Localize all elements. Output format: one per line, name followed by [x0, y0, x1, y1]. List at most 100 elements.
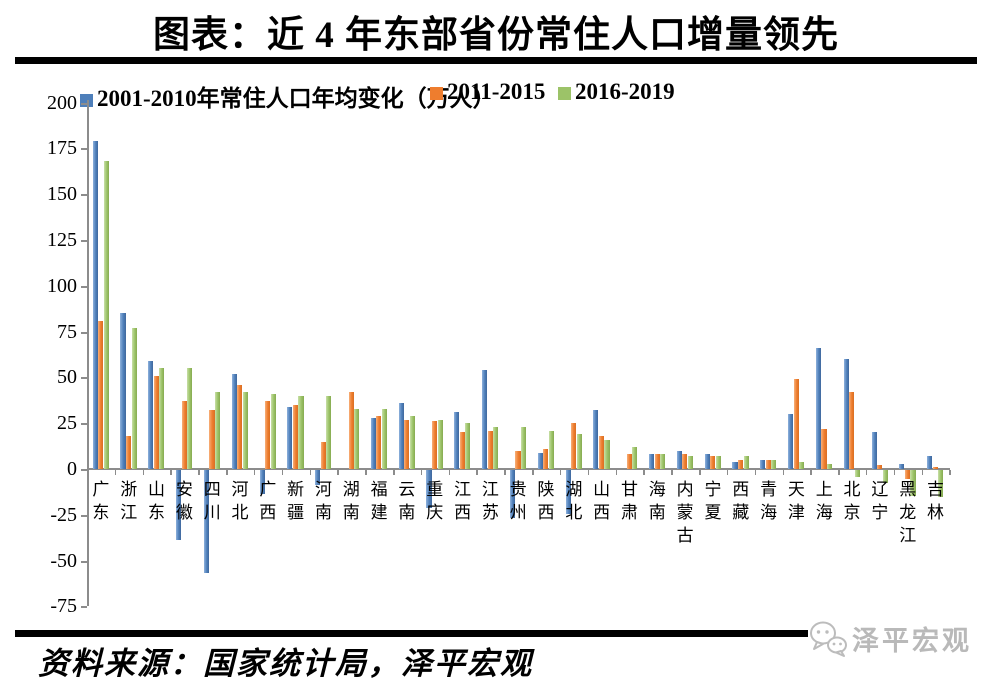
- y-axis-tick-label: 25: [57, 412, 77, 435]
- bar-山东-1: [148, 360, 154, 469]
- bar-浙江-2: [125, 436, 132, 469]
- bar-宁夏-1: [704, 454, 710, 469]
- x-axis-tick: [87, 470, 89, 475]
- x-axis-tick: [949, 470, 951, 475]
- bar-贵州-3: [521, 426, 527, 469]
- bar-青海-2: [765, 459, 771, 469]
- x-axis-category-label: 四 川: [203, 480, 221, 522]
- bar-内蒙古-3: [687, 456, 694, 469]
- x-axis-category-label: 安 徽: [175, 480, 193, 522]
- bar-江苏-2: [487, 430, 493, 469]
- x-axis-tick: [782, 470, 784, 475]
- bar-天津-1: [788, 414, 794, 469]
- x-axis-line: [87, 468, 950, 470]
- x-axis-tick: [559, 470, 562, 475]
- x-axis-category-label: 海 南: [648, 480, 666, 522]
- legend-item-2: 2011-2015: [430, 79, 545, 105]
- bar-天津-3: [799, 461, 805, 469]
- y-axis-tick-label: 125: [47, 229, 77, 251]
- x-axis-category-label: 北 京: [843, 480, 861, 522]
- bar-海南-1: [649, 454, 655, 469]
- bar-山西-2: [598, 436, 604, 469]
- bar-广西-3: [270, 393, 276, 469]
- x-axis-category-label: 上 海: [815, 480, 833, 522]
- bar-西藏-2: [738, 459, 744, 469]
- bar-辽宁-1: [871, 432, 877, 469]
- x-axis-category-label: 陕 西: [537, 480, 555, 522]
- bar-安徽-2: [181, 401, 187, 469]
- x-axis-category-label: 广 西: [259, 480, 277, 522]
- x-axis-tick: [615, 470, 618, 475]
- x-axis-tick: [448, 470, 451, 475]
- bar-安徽-1: [176, 470, 182, 540]
- bar-青海-3: [771, 459, 777, 469]
- legend-swatch-icon: [558, 87, 571, 100]
- legend-label: 2001-2010年常住人口年均变化（万人）: [97, 86, 496, 111]
- bar-海南-3: [660, 454, 666, 469]
- y-axis-tick-label: -75: [50, 595, 77, 618]
- x-axis-tick: [253, 470, 256, 475]
- bar-青海-1: [760, 459, 766, 469]
- x-axis-tick: [893, 470, 896, 475]
- bar-河南-1: [315, 470, 321, 485]
- watermark: 泽平宏观: [808, 617, 986, 660]
- x-axis-category-label: 江 西: [454, 480, 472, 522]
- x-axis-tick: [587, 470, 590, 475]
- x-axis-category-label: 湖 南: [342, 480, 360, 522]
- y-axis-tick-label: 0: [67, 458, 77, 480]
- chart-title: 图表：近 4 年东部省份常住人口增量领先: [153, 15, 839, 56]
- bar-山西-3: [604, 439, 610, 469]
- bar-江苏-3: [493, 426, 499, 469]
- bar-陕西-3: [548, 430, 554, 469]
- bar-浙江-1: [120, 313, 126, 469]
- bar-重庆-1: [426, 470, 432, 509]
- x-axis-tick: [504, 470, 506, 475]
- bar-河北-2: [237, 384, 243, 469]
- x-axis-tick: [838, 470, 840, 475]
- bar-黑龙江-2: [904, 470, 911, 480]
- legend-label: 2011-2015: [447, 79, 546, 104]
- y-axis-tick: [81, 240, 87, 242]
- y-axis-line: [87, 99, 89, 607]
- bar-甘肃-2: [626, 454, 632, 469]
- x-axis-tick: [921, 470, 924, 475]
- x-axis-tick: [365, 470, 367, 475]
- bar-天津-2: [793, 379, 799, 469]
- x-axis-category-label: 内 蒙 古: [676, 480, 694, 545]
- bar-内蒙古-1: [676, 450, 682, 469]
- bar-宁夏-3: [715, 456, 721, 469]
- bar-辽宁-2: [877, 465, 883, 469]
- x-axis-category-label: 江 苏: [481, 480, 499, 522]
- x-axis-category-label: 广 东: [92, 480, 110, 522]
- bar-福建-3: [381, 408, 387, 469]
- bar-湖北-2: [571, 423, 577, 469]
- x-axis-tick: [726, 470, 729, 475]
- x-axis-tick: [532, 470, 534, 475]
- y-axis-tick-label: -50: [50, 549, 77, 572]
- bar-河南-3: [326, 395, 332, 469]
- y-axis-tick: [81, 331, 87, 334]
- bar-山东-2: [153, 375, 159, 469]
- y-axis-tick-label: 175: [47, 137, 77, 160]
- y-axis-tick: [81, 377, 87, 380]
- x-axis-category-label: 河 北: [231, 480, 249, 522]
- bar-山西-1: [593, 410, 599, 469]
- y-axis-tick-label: 150: [47, 183, 77, 206]
- x-axis-tick: [671, 470, 673, 475]
- x-axis-tick: [476, 470, 478, 475]
- bar-甘肃-3: [632, 447, 638, 469]
- y-axis-tick: [81, 194, 87, 197]
- bar-湖南-2: [348, 392, 354, 469]
- bar-云南-3: [409, 415, 415, 469]
- legend-swatch-icon: [430, 87, 443, 100]
- x-axis-tick: [865, 470, 868, 475]
- bar-北京-2: [849, 392, 855, 469]
- x-axis-category-label: 青 海: [760, 480, 778, 522]
- bar-重庆-3: [437, 419, 443, 469]
- y-axis-tick: [81, 560, 87, 563]
- x-axis-category-label: 河 南: [314, 480, 332, 522]
- y-axis-tick: [81, 423, 87, 426]
- y-axis-tick: [81, 606, 87, 609]
- legend-label: 2016-2019: [575, 79, 675, 104]
- bar-北京-1: [843, 359, 849, 469]
